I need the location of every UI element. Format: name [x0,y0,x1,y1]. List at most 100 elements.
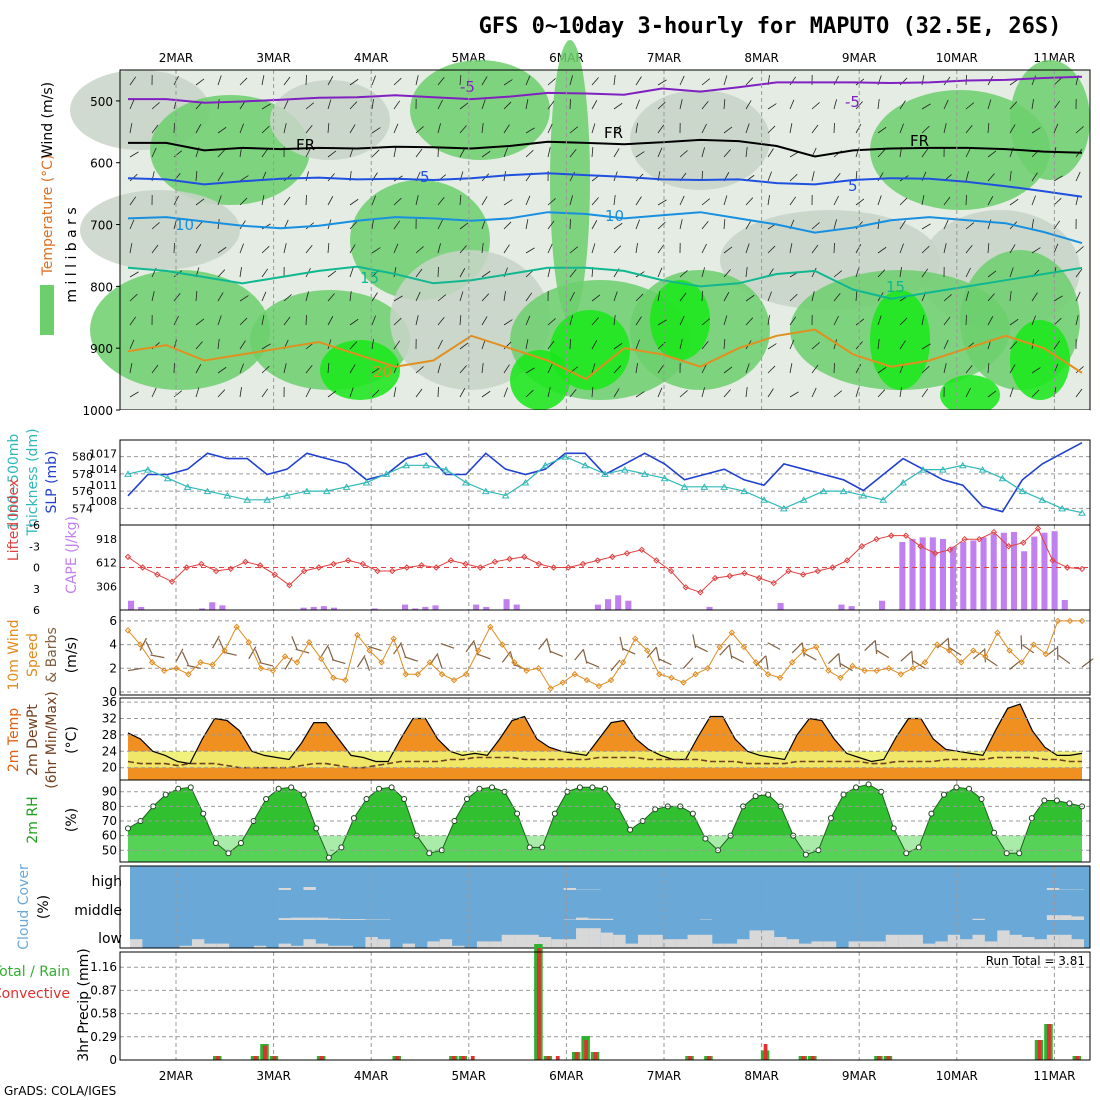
lifted-marker [785,567,792,575]
upper-wind-barb [1009,341,1018,350]
upper-wind-barb [1053,317,1062,326]
upper-wind-barb [503,79,513,86]
upper-wind-barb [415,268,423,278]
cape-bar [1031,536,1038,610]
thickness-marker [720,483,729,490]
upper-wind-barb [569,126,579,134]
upper-wind-barb [239,295,249,302]
upper-wind-barb [1053,243,1059,254]
cape-bar [960,542,967,610]
minmax-axis-label: (6hr Min/Max) [44,691,60,788]
upper-wind-barb [767,171,772,182]
upper-wind-barb [393,197,402,206]
lifted-marker [697,589,704,596]
lifted-marker [609,553,616,561]
wind-speed-marker [390,635,397,642]
upper-wind-barb [195,291,198,302]
wind-speed-marker [547,685,554,692]
precip-convective-bar [395,1056,400,1060]
lifted-tick-label: 6 [33,604,40,617]
surface-wind-barb [546,639,552,654]
temperature-line [127,703,1083,765]
upper-wind-barb [921,365,930,374]
surface-wind-barb [791,642,803,654]
rh-marker [652,806,659,813]
upper-wind-barb [349,318,359,326]
upper-wind-barb [635,316,642,326]
upper-wind-barb [877,99,880,110]
upper-wind-barb [459,268,466,278]
upper-wind-barb [1053,123,1059,134]
upper-wind-barb [459,102,469,110]
surface-wind-barb [876,649,890,659]
upper-wind-barb [569,75,573,86]
cape-tick-label: 306 [96,580,117,593]
slp-line [127,441,1083,513]
upper-wind-barb [393,267,397,278]
upper-wind-barb [569,98,571,110]
wind-speed-marker [197,659,204,666]
dewpoint-line [127,756,1082,769]
thickness-tick-label: 580 [72,451,93,464]
cape-bar [970,540,977,610]
surface-wind-barb [465,640,475,653]
date-label-bottom: 9MAR [842,1069,877,1083]
temperature-axis-label: Temperature (°C) [40,155,56,277]
wind-speed-marker [559,679,566,686]
cloud-bar-low [712,943,725,948]
wind-speed-marker [728,629,736,636]
date-label-top: 7MAR [647,51,682,65]
upper-wind-barb [591,340,598,350]
upper-wind-barb [547,123,553,134]
wind-speed-marker [982,653,989,660]
thickness-marker [203,487,212,495]
precip-convective-bar [1075,1056,1080,1060]
upper-wind-barb [173,150,183,158]
upper-wind-barb [811,267,817,278]
wind-tick-label: 0 [109,685,117,699]
thickness-marker [481,487,490,495]
upper-wind-barb [173,362,175,374]
upper-wind-barb [767,291,772,302]
upper-wind-barb [195,124,202,134]
upper-wind-barb [195,78,205,86]
cape-bar [371,608,378,610]
upper-wind-barb [569,388,577,398]
thickness-tick-label: 576 [72,485,93,498]
upper-wind-barb [547,363,553,374]
wind-speed-marker [631,635,639,642]
cloud-bar-low [823,941,837,948]
cloud-bar-low [960,939,973,948]
upper-wind-barb [1031,219,1034,230]
upper-wind-barb [899,340,906,350]
surface-wind-barb [437,654,443,669]
upper-wind-barb [1053,220,1061,230]
wind-speed-marker [499,641,506,648]
upper-wind-barb [899,387,902,398]
upper-wind-barb [657,199,667,206]
upper-wind-barb [943,339,949,350]
upper-wind-barb [921,223,931,230]
upper-wind-barb [371,99,374,110]
upper-wind-barb [679,339,683,350]
upper-wind-barb [987,123,990,134]
upper-wind-barb [1075,291,1081,302]
contour-label: -5 [460,78,475,96]
lifted-marker [388,567,396,575]
upper-wind-barb [965,314,967,326]
upper-wind-barb [525,247,535,254]
cape-bar [899,542,906,610]
upper-wind-barb [481,150,491,158]
upper-wind-barb [415,315,419,326]
upper-wind-barb [393,295,403,302]
upper-wind-barb [283,243,287,254]
rh-marker [476,785,483,792]
thickness-marker [799,496,808,503]
upper-wind-barb [613,245,622,254]
cape-bar [128,600,135,610]
wind-speed-marker [535,665,542,672]
contour-label: 15 [360,269,379,287]
upper-wind-barb [723,219,726,230]
rh-marker [978,796,985,803]
cape-bar [879,600,886,610]
